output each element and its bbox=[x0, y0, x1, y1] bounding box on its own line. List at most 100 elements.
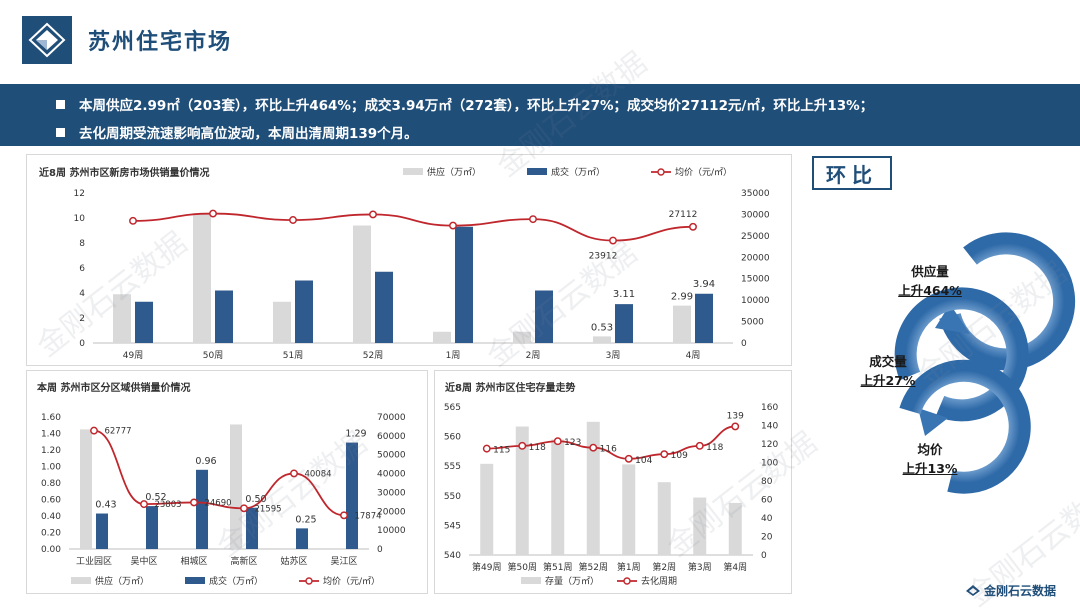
x-tick-label: 第3周 bbox=[688, 561, 712, 573]
bullet-square-icon bbox=[56, 128, 65, 137]
supply-bar bbox=[593, 336, 611, 343]
y-right-tick-label: 100 bbox=[761, 459, 778, 469]
x-tick-label: 第50周 bbox=[508, 561, 537, 573]
price-line bbox=[93, 429, 345, 517]
x-tick-label: 3周 bbox=[606, 350, 621, 361]
line-point bbox=[290, 469, 298, 478]
supply-bar bbox=[353, 225, 371, 343]
deal-bar bbox=[346, 442, 358, 549]
y-right-tick-label: 140 bbox=[761, 422, 778, 432]
y-left-tick-label: 1.00 bbox=[41, 463, 61, 473]
y-right-tick-label: 30000 bbox=[741, 210, 770, 220]
x-tick-label: 51周 bbox=[283, 350, 303, 361]
cycle-label: 成交量 bbox=[869, 354, 907, 369]
line-data-label: 23912 bbox=[589, 252, 618, 262]
cycle-label: 均价 bbox=[917, 442, 943, 457]
legend-label: 成交（万㎡） bbox=[209, 575, 263, 587]
deal-bar bbox=[695, 293, 713, 343]
line-data-label: 115 bbox=[493, 446, 510, 456]
line-point bbox=[449, 221, 457, 230]
chart-panel-weekly: 近8周 苏州市区新房市场供销量价情况 0 2 4 6 8 10 12 0 5000 10000 150… bbox=[26, 154, 792, 366]
footer-brand: 金刚石云数据 bbox=[966, 582, 1056, 599]
weekly-supply-deal-price-chart: 近8周 苏州市区新房市场供销量价情况 0 2 4 6 8 10 12 0 5000 10000 150… bbox=[39, 166, 770, 361]
line-data-label: 118 bbox=[529, 443, 546, 453]
cycle-arrows-graphic bbox=[894, 232, 1076, 494]
footer-brand-text: 金刚石云数据 bbox=[984, 584, 1057, 598]
line-point bbox=[609, 236, 617, 245]
y-left-tick-label: 10 bbox=[74, 214, 86, 224]
x-tick-label: 吴江区 bbox=[330, 556, 357, 567]
stock-trend-chart: 近8周 苏州市区住宅存量走势 540 545 550 555 560 565 0 20 40 60 8… bbox=[444, 381, 779, 587]
line-data-label: 139 bbox=[727, 411, 744, 421]
bar-data-label: 2.99 bbox=[671, 292, 693, 303]
y-right-tick-label: 15000 bbox=[741, 275, 770, 285]
y-right-tick-label: 5000 bbox=[741, 318, 764, 328]
deal-bar bbox=[215, 290, 233, 343]
y-left-tick-label: 0.40 bbox=[41, 512, 61, 522]
y-right-tick-label: 60000 bbox=[377, 432, 406, 442]
supply-bar bbox=[113, 294, 131, 343]
chart-title: 本周 苏州市区分区域供销量价情况 bbox=[37, 381, 190, 394]
cycle-item-deal: 成交量 上升27% bbox=[844, 352, 932, 390]
x-tick-label: 1周 bbox=[446, 350, 461, 361]
supply-bar bbox=[230, 424, 242, 549]
y-left-tick-label: 0.20 bbox=[41, 529, 61, 539]
deal-bar bbox=[196, 469, 208, 549]
line-point bbox=[340, 511, 348, 520]
y-left-tick-label: 0.00 bbox=[41, 545, 61, 555]
x-tick-label: 高新区 bbox=[230, 555, 257, 567]
summary-line-1: 本周供应2.99㎡（203套），环比上升464%；成交3.94万㎡（272套），… bbox=[56, 94, 873, 114]
line-data-label: 104 bbox=[635, 456, 652, 466]
line-point bbox=[190, 498, 198, 507]
y-right-tick-label: 40 bbox=[761, 514, 773, 524]
deal-bar bbox=[455, 226, 473, 343]
line-data-label: 109 bbox=[671, 451, 688, 461]
deal-bar bbox=[615, 304, 633, 343]
stock-bar bbox=[657, 482, 671, 555]
line-point bbox=[209, 209, 217, 218]
x-tick-label: 52周 bbox=[363, 350, 383, 361]
legend-swatch bbox=[657, 168, 665, 176]
deal-bar bbox=[295, 280, 313, 343]
supply-bar bbox=[273, 301, 291, 343]
legend-label: 供应（万㎡） bbox=[427, 166, 481, 178]
page-title: 苏州住宅市场 bbox=[88, 30, 233, 55]
cycle-value: 上升27% bbox=[860, 373, 916, 388]
y-left-tick-label: 545 bbox=[444, 521, 461, 531]
stock-bar bbox=[728, 502, 742, 555]
deal-bar bbox=[146, 506, 158, 549]
y-right-tick-label: 0 bbox=[377, 545, 383, 555]
x-tick-label: 第4周 bbox=[723, 561, 747, 573]
legend-swatch bbox=[305, 577, 313, 585]
line-data-label: 24690 bbox=[204, 498, 231, 508]
bar-data-label: 0.25 bbox=[295, 514, 316, 525]
chart-panel-district: 本周 苏州市区分区域供销量价情况 0.00 0.20 0.40 0.60 0.80 1.00… bbox=[26, 370, 428, 594]
line-point bbox=[731, 422, 740, 431]
x-tick-label: 第2周 bbox=[652, 561, 676, 573]
line-point bbox=[140, 500, 148, 509]
y-right-tick-label: 70000 bbox=[377, 413, 406, 423]
y-right-tick-label: 20000 bbox=[741, 253, 770, 263]
deal-bar bbox=[135, 301, 153, 343]
y-right-tick-label: 160 bbox=[761, 403, 778, 413]
line-point bbox=[529, 215, 537, 224]
y-left-tick-label: 8 bbox=[79, 239, 85, 249]
legend-swatch bbox=[527, 168, 547, 175]
bar-data-label: 3.11 bbox=[613, 289, 635, 300]
y-left-tick-label: 560 bbox=[444, 433, 461, 443]
line-point bbox=[289, 216, 297, 224]
y-right-tick-label: 35000 bbox=[741, 189, 770, 199]
chart-title: 近8周 苏州市区住宅存量走势 bbox=[445, 381, 575, 394]
line-point bbox=[695, 441, 704, 450]
y-left-tick-label: 540 bbox=[444, 551, 461, 561]
summary-line-2: 去化周期受流速影响高位波动，本周出清周期139个月。 bbox=[56, 122, 418, 142]
bar-data-label: 0.96 bbox=[195, 456, 216, 467]
y-left-tick-label: 0.80 bbox=[41, 479, 61, 489]
y-left-tick-label: 6 bbox=[79, 264, 85, 274]
y-right-tick-label: 40000 bbox=[377, 470, 406, 480]
y-right-tick-label: 60 bbox=[761, 496, 773, 506]
cycle-value: 上升13% bbox=[902, 461, 958, 476]
legend-swatch bbox=[185, 577, 205, 584]
line-point bbox=[482, 444, 491, 453]
line-point bbox=[129, 216, 137, 225]
